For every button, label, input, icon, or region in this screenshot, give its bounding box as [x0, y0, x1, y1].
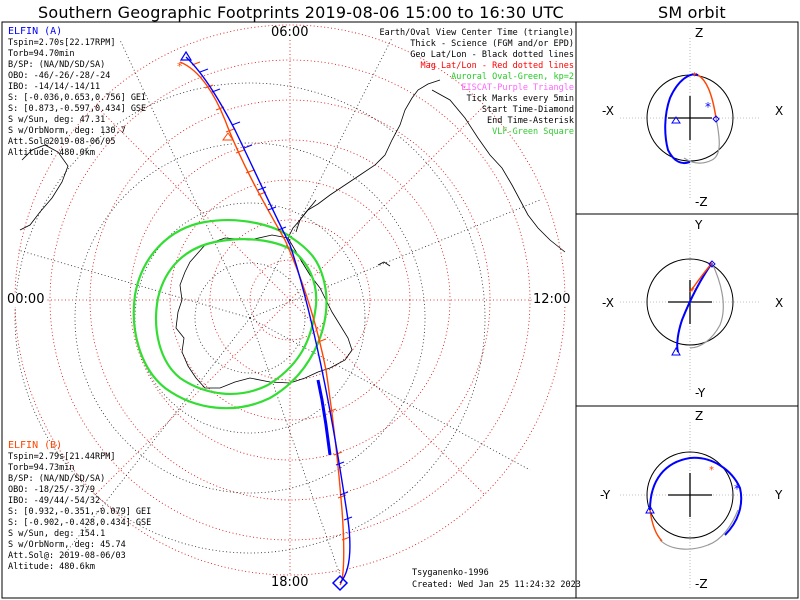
map-grid: [14, 24, 566, 576]
elfin-a-line: IBO: -14/14/-14/11: [8, 82, 101, 92]
legend-item: Tick Marks every 5min: [466, 94, 574, 104]
sm2-right-label: X: [775, 296, 784, 310]
auroral-ovals: [132, 219, 328, 410]
sm2-left-label: -X: [602, 296, 614, 310]
elfin-b-line: Tspin=2.79s[21.44RPM]: [8, 452, 116, 462]
svg-text:*: *: [705, 100, 711, 114]
sm1-left-label: -X: [602, 104, 614, 118]
created-credit: Created: Wed Jan 25 11:24:32 2023: [412, 580, 581, 590]
elfin-b-name: ELFIN (B): [8, 440, 63, 451]
continents: [19, 79, 566, 389]
antarctic-peninsula: [287, 199, 317, 239]
sm2-top-label: Y: [695, 218, 703, 232]
australia-nz: [19, 144, 69, 231]
sm-panel-1: * *: [620, 38, 760, 200]
legend-item: Earth/Oval View Center Time (triangle): [379, 28, 574, 38]
svg-text:*: *: [692, 71, 697, 82]
sm-orbit-title: SM orbit: [658, 3, 726, 22]
elfin-b-line: B/SP: (NA/ND/SD/SA): [8, 474, 106, 484]
tick-right: 12:00: [532, 292, 572, 307]
svg-text:*: *: [734, 482, 740, 496]
elfin-a-line: Att.Sol@2019-08-06/05: [8, 137, 116, 147]
sm2-bottom-label: -Y: [695, 386, 706, 400]
south-georgia: [377, 261, 391, 267]
geo-lat-circles: [14, 82, 486, 554]
elfin-a-line: Tspin=2.70s[22.17RPM]: [8, 38, 116, 48]
legend-item: Auroral Oval-Green, kp=2: [451, 72, 574, 82]
elfin-a-triangle: [179, 50, 193, 61]
svg-text:*: *: [690, 286, 695, 297]
elfin-a-line: Altitude: 480.0km: [8, 148, 95, 158]
model-credit: Tsyganenko-1996: [412, 568, 489, 578]
legend-item: Start Time-Diamond: [481, 105, 574, 115]
legend-item: VLF-Green Square: [492, 127, 574, 137]
elfin-b-triangle: [222, 132, 234, 141]
sm3-bottom-label: -Z: [695, 577, 708, 591]
elfin-b-info: ELFIN (B) Tspin=2.79s[21.44RPM] Torb=94.…: [8, 440, 151, 573]
elfin-b-line: S w/Sun, deg: 154.1: [8, 529, 106, 539]
svg-text:*: *: [709, 465, 714, 476]
sm1-bottom-label: -Z: [695, 195, 708, 209]
legend-item: Geo Lat/Lon - Black dotted lines: [410, 50, 574, 60]
sm-panel-2: *: [620, 230, 760, 392]
elfin-a-science: [316, 379, 332, 456]
sm-panel-3: * *: [620, 422, 760, 588]
tick-bottom: 18:00: [270, 575, 310, 590]
sm1-top-label: Z: [695, 26, 704, 40]
elfin-b-line: S w/OrbNorm, deg: 45.74: [8, 540, 126, 550]
elfin-b-line: IBO: -49/44/-54/32: [8, 496, 101, 506]
auroral-oval-inner: [154, 238, 318, 396]
elfin-a-line: S w/Sun, deg: 47.31: [8, 115, 106, 125]
elfin-a-line: B/SP: (NA/ND/SD/SA): [8, 60, 106, 70]
start-diamond: [331, 574, 349, 592]
elfin-b-line: Torb=94.73min: [8, 463, 75, 473]
elfin-b-line: Att.Sol@: 2019-08-06/03: [8, 551, 126, 561]
elfin-a-line: S: [0.873,-0.597,0.434] GSE: [8, 104, 147, 114]
south-america: [295, 79, 441, 233]
elfin-a-line: OBO: -46/-26/-28/-24: [8, 71, 111, 81]
elfin-b-line: S: [0.932,-0.351,-0.079] GEI: [8, 507, 152, 517]
elfin-a-ticks: [199, 68, 353, 521]
tick-top: 06:00: [270, 25, 310, 40]
sm3-top-label: Z: [695, 409, 704, 423]
elfin-b-end-asterisk: *: [177, 60, 183, 73]
legend-item: EISCAT-Purple Triangle: [461, 83, 574, 93]
elfin-a-track: [179, 50, 353, 592]
geo-lon-lines: [17, 37, 541, 576]
page-title: Southern Geographic Footprints 2019-08-0…: [38, 3, 564, 22]
elfin-b-line: S: [-0.902,-0.428,0.434] GSE: [8, 518, 152, 528]
elfin-b-line: OBO: -18/25/-37/9: [8, 485, 95, 495]
sm-frame: [575, 21, 799, 599]
africa: [431, 89, 566, 253]
auroral-oval-outer: [132, 219, 328, 410]
tick-left: 00:00: [6, 292, 46, 307]
elfin-a-info: ELFIN (A) Tspin=2.70s[22.17RPM] Torb=94.…: [8, 26, 146, 159]
sm3-left-label: -Y: [600, 488, 611, 502]
legend-item: Mag Lat/Lon - Red dotted lines: [420, 61, 574, 71]
legend-item: End Time-Asterisk: [487, 116, 574, 126]
elfin-a-line: S w/OrbNorm, deg: 130.7: [8, 126, 126, 136]
elfin-a-name: ELFIN (A): [8, 26, 63, 37]
elfin-a-line: S: [-0.036,0.653,0.756] GEI: [8, 93, 147, 103]
legend: Earth/Oval View Center Time (triangle) T…: [380, 28, 574, 138]
legend-item: Thick - Science (FGM and/or EPD): [410, 39, 574, 49]
elfin-b-line: Altitude: 480.6km: [8, 562, 95, 572]
sm1-right-label: X: [775, 104, 784, 118]
sm3-right-label: Y: [775, 488, 783, 502]
elfin-a-line: Torb=94.70min: [8, 49, 75, 59]
antarctica: [175, 234, 353, 389]
